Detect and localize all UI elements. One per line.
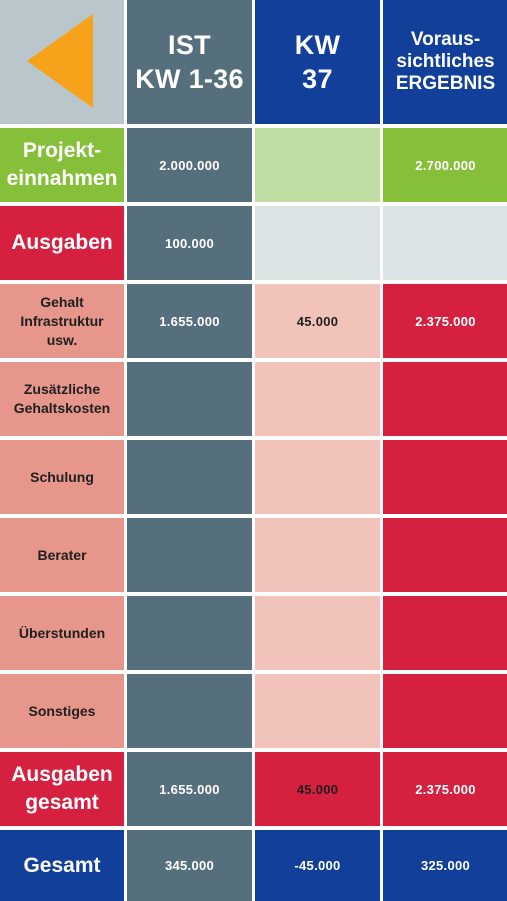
row-label-zusaetzliche-gehaltskosten: Zusätzliche Gehaltskosten [0,362,124,436]
ueberstunden-kw[interactable] [255,596,380,670]
ueberstunden-result[interactable] [383,596,507,670]
sonstiges-result[interactable] [383,674,507,748]
schulung-kw[interactable] [255,440,380,514]
row-label-gehalt: Gehalt Infrastruktur usw. [0,284,124,358]
berater-kw[interactable] [255,518,380,592]
header-kw-label: KW 37 [294,30,341,94]
zusaetzliche-gehaltskosten-ist[interactable] [127,362,252,436]
projekteinnahmen-result[interactable]: 2.700.000 [383,128,507,202]
schulung-result[interactable] [383,440,507,514]
row-label-projekteinnahmen: Projekt- einnahmen [0,128,124,202]
projekteinnahmen-ist[interactable]: 2.000.000 [127,128,252,202]
ausgaben-gesamt-ist: 1.655.000 [127,752,252,826]
ueberstunden-ist[interactable] [127,596,252,670]
sonstiges-ist[interactable] [127,674,252,748]
header-kw: KW 37 [255,0,380,124]
ausgaben-ist[interactable]: 100.000 [127,206,252,280]
projekteinnahmen-kw[interactable] [255,128,380,202]
gehalt-kw[interactable]: 45.000 [255,284,380,358]
ausgaben-gesamt-result: 2.375.000 [383,752,507,826]
back-triangle-icon[interactable] [27,14,97,110]
zusaetzliche-gehaltskosten-kw[interactable] [255,362,380,436]
zusaetzliche-gehaltskosten-result[interactable] [383,362,507,436]
row-label-ausgaben: Ausgaben [0,206,124,280]
back-button[interactable] [0,0,124,124]
ausgaben-kw[interactable] [255,206,380,280]
row-label-sonstiges: Sonstiges [0,674,124,748]
gesamt-result: 325.000 [383,830,507,901]
header-result-label: Voraus- sichtliches ERGEBNIS [395,29,496,94]
row-label-ueberstunden: Überstunden [0,596,124,670]
gehalt-ist[interactable]: 1.655.000 [127,284,252,358]
ausgaben-gesamt-kw: 45.000 [255,752,380,826]
row-label-berater: Berater [0,518,124,592]
berater-ist[interactable] [127,518,252,592]
gehalt-result[interactable]: 2.375.000 [383,284,507,358]
sonstiges-kw[interactable] [255,674,380,748]
row-label-gesamt: Gesamt [0,830,124,901]
header-ist: IST KW 1-36 [127,0,252,124]
header-result: Voraus- sichtliches ERGEBNIS [383,0,507,124]
row-label-schulung: Schulung [0,440,124,514]
ausgaben-result[interactable] [383,206,507,280]
row-label-ausgaben-gesamt: Ausgaben gesamt [0,752,124,826]
gesamt-ist: 345.000 [127,830,252,901]
schulung-ist[interactable] [127,440,252,514]
berater-result[interactable] [383,518,507,592]
header-ist-label: IST KW 1-36 [135,30,244,94]
gesamt-kw: -45.000 [255,830,380,901]
